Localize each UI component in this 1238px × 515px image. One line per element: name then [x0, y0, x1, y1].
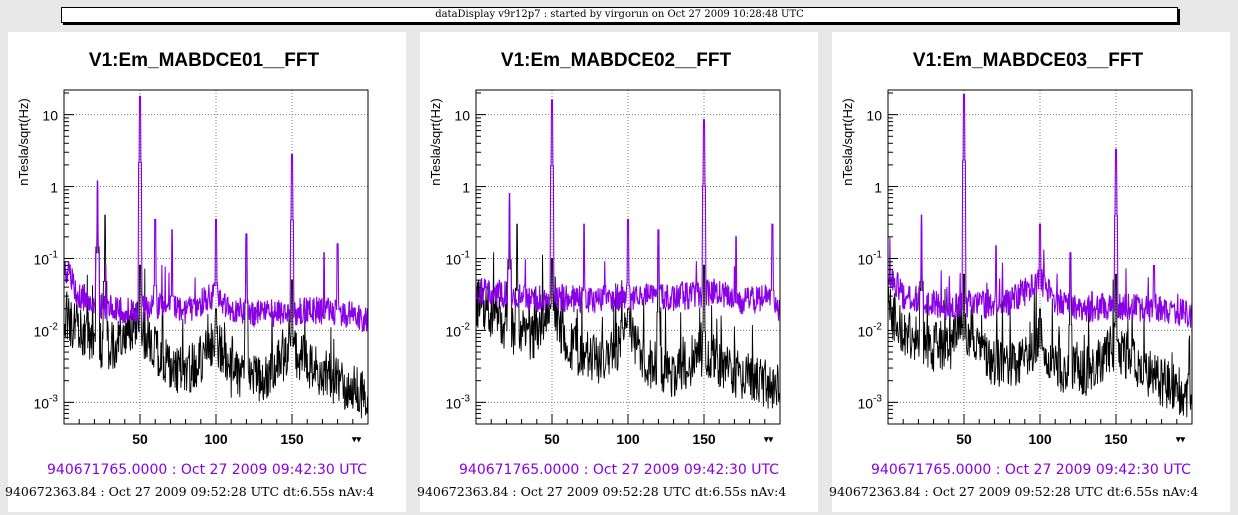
fft-chart-2[interactable]: V1:Em_MABDCE02__FFT nTesla/sqrt(Hz) 50 100 1… — [420, 32, 818, 462]
chart-title: V1:Em_MABDCE03__FFT — [913, 50, 1144, 71]
y-tick-label: 10-1 — [34, 249, 59, 267]
plot-frame — [887, 89, 1193, 425]
fft-panel-1: V1:Em_MABDCE01__FFT nTesla/sqrt(Hz) 50 100 1… — [5, 32, 406, 512]
y-tick-label: 10-1 — [446, 249, 471, 267]
chart-title: V1:Em_MABDCE02__FFT — [501, 50, 732, 71]
y-tick-label: 1 — [50, 180, 58, 196]
y-tick-label: 1 — [874, 180, 882, 196]
fft-panel-3: V1:Em_MABDCE03__FFT nTesla/sqrt(Hz) 50 100 1… — [829, 32, 1230, 512]
y-tick-label: 10 — [866, 108, 882, 124]
fft-chart-3[interactable]: V1:Em_MABDCE03__FFT nTesla/sqrt(Hz) 50 100 1… — [832, 32, 1230, 462]
y-tick-label: 10-1 — [858, 249, 883, 267]
y-tick-label: 10 — [454, 108, 470, 124]
current-timestamp: 940671765.0000 : Oct 27 2009 09:42:30 UT… — [459, 462, 779, 478]
x-tick-label: 150 — [692, 431, 716, 447]
reference-timestamp: 940672363.84 : Oct 27 2009 09:52:28 UTC … — [417, 484, 787, 499]
y-tick-label: 10-2 — [858, 321, 883, 339]
reference-timestamp: 940672363.84 : Oct 27 2009 09:52:28 UTC … — [829, 484, 1199, 499]
y-tick-label: 10-3 — [34, 393, 59, 411]
x-tick-label: 50 — [544, 431, 560, 447]
y-axis-label: nTesla/sqrt(Hz) — [16, 98, 31, 185]
chart-title: V1:Em_MABDCE01__FFT — [89, 50, 320, 71]
app-title-bar: dataDisplay v9r12p7 : started by virgoru… — [61, 7, 1178, 23]
reference-spectrum-line — [887, 223, 1193, 418]
x-tick-label: 150 — [280, 431, 304, 447]
y-axis-label: nTesla/sqrt(Hz) — [840, 98, 855, 185]
fft-chart-1[interactable]: V1:Em_MABDCE01__FFT nTesla/sqrt(Hz) 50 100 1… — [8, 32, 406, 462]
fft-panel-2: V1:Em_MABDCE02__FFT nTesla/sqrt(Hz) 50 100 1… — [417, 32, 818, 512]
y-axis-label: nTesla/sqrt(Hz) — [428, 98, 443, 185]
reference-timestamp: 940672363.84 : Oct 27 2009 09:52:28 UTC … — [5, 484, 375, 499]
current-spectrum-line — [475, 99, 781, 321]
x-tick-label: 100 — [616, 431, 640, 447]
x-tick-label: 100 — [1028, 431, 1052, 447]
reference-spectrum-line — [63, 186, 369, 419]
current-spectrum-line — [887, 94, 1193, 328]
x-tick-label: 50 — [132, 431, 148, 447]
reference-spectrum-line — [475, 202, 781, 409]
current-timestamp: 940671765.0000 : Oct 27 2009 09:42:30 UT… — [47, 462, 367, 478]
y-tick-label: 10 — [42, 108, 58, 124]
current-spectrum-line — [63, 95, 369, 332]
x-tick-label: 50 — [956, 431, 972, 447]
gridlines — [888, 90, 1192, 424]
x-tick-label: 100 — [204, 431, 228, 447]
y-tick-label: 10-2 — [446, 321, 471, 339]
axis-overflow-marker: ▾▾ — [351, 434, 362, 444]
current-timestamp: 940671765.0000 : Oct 27 2009 09:42:30 UT… — [871, 462, 1191, 478]
y-tick-label: 10-2 — [34, 321, 59, 339]
x-tick-label: 150 — [1104, 431, 1128, 447]
y-tick-label: 1 — [462, 180, 470, 196]
y-tick-label: 10-3 — [446, 393, 471, 411]
y-tick-label: 10-3 — [858, 393, 883, 411]
axis-overflow-marker: ▾▾ — [1175, 434, 1186, 444]
axis-overflow-marker: ▾▾ — [763, 434, 774, 444]
